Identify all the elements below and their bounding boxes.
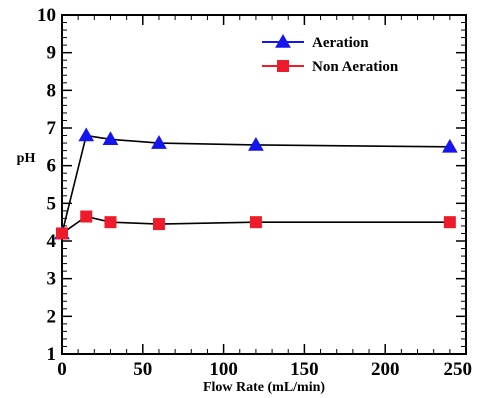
legend: Aeration Non Aeration: [262, 33, 399, 75]
x-tick-label: 250: [444, 359, 473, 380]
x-tick-label: 0: [57, 359, 67, 380]
data-point-aeration: [102, 131, 119, 146]
data-point-non-aeration: [249, 216, 262, 229]
y-tick-labels: 1 2 3 4 5 6 7 8 9 10: [37, 5, 57, 365]
series-line-aeration: [61, 134, 450, 234]
x-tick-label: 200: [371, 359, 400, 380]
data-point-non-aeration: [152, 218, 165, 231]
x-tick-label: 100: [209, 359, 238, 380]
y-tick-label: 6: [47, 156, 57, 177]
x-tick-label: 150: [290, 359, 319, 380]
legend-marker-aeration: [275, 33, 291, 48]
y-tick-label: 2: [47, 306, 57, 327]
plot-frame: [61, 14, 467, 355]
data-point-aeration: [248, 136, 264, 151]
legend-marker-non-aeration: [277, 60, 289, 72]
axis-ticks: [61, 14, 467, 355]
legend-label-aeration: Aeration: [312, 35, 369, 51]
data-point-non-aeration: [104, 216, 117, 229]
y-tick-label: 1: [47, 344, 57, 365]
data-point-non-aeration: [80, 210, 93, 223]
y-tick-label: 3: [47, 269, 57, 290]
legend-label-non-aeration: Non Aeration: [312, 59, 399, 75]
y-axis-label: pH: [17, 151, 36, 166]
data-point-aeration: [151, 135, 167, 149]
y-tick-label: 10: [37, 5, 56, 26]
y-tick-label: 4: [47, 231, 57, 252]
x-tick-labels: 0 50 100 150 200 250: [57, 359, 472, 380]
y-tick-label: 8: [47, 80, 57, 101]
x-tick-label: 50: [133, 359, 152, 380]
data-point-non-aeration: [443, 216, 456, 229]
data-point-aeration: [78, 127, 95, 142]
series-markers: [54, 127, 458, 240]
data-point-aeration: [441, 138, 458, 153]
y-tick-label: 9: [47, 43, 57, 64]
y-tick-label: 7: [47, 118, 57, 139]
y-tick-label: 5: [47, 193, 57, 214]
x-axis-label: Flow Rate (mL/min): [203, 380, 325, 395]
data-point-non-aeration: [56, 227, 68, 240]
